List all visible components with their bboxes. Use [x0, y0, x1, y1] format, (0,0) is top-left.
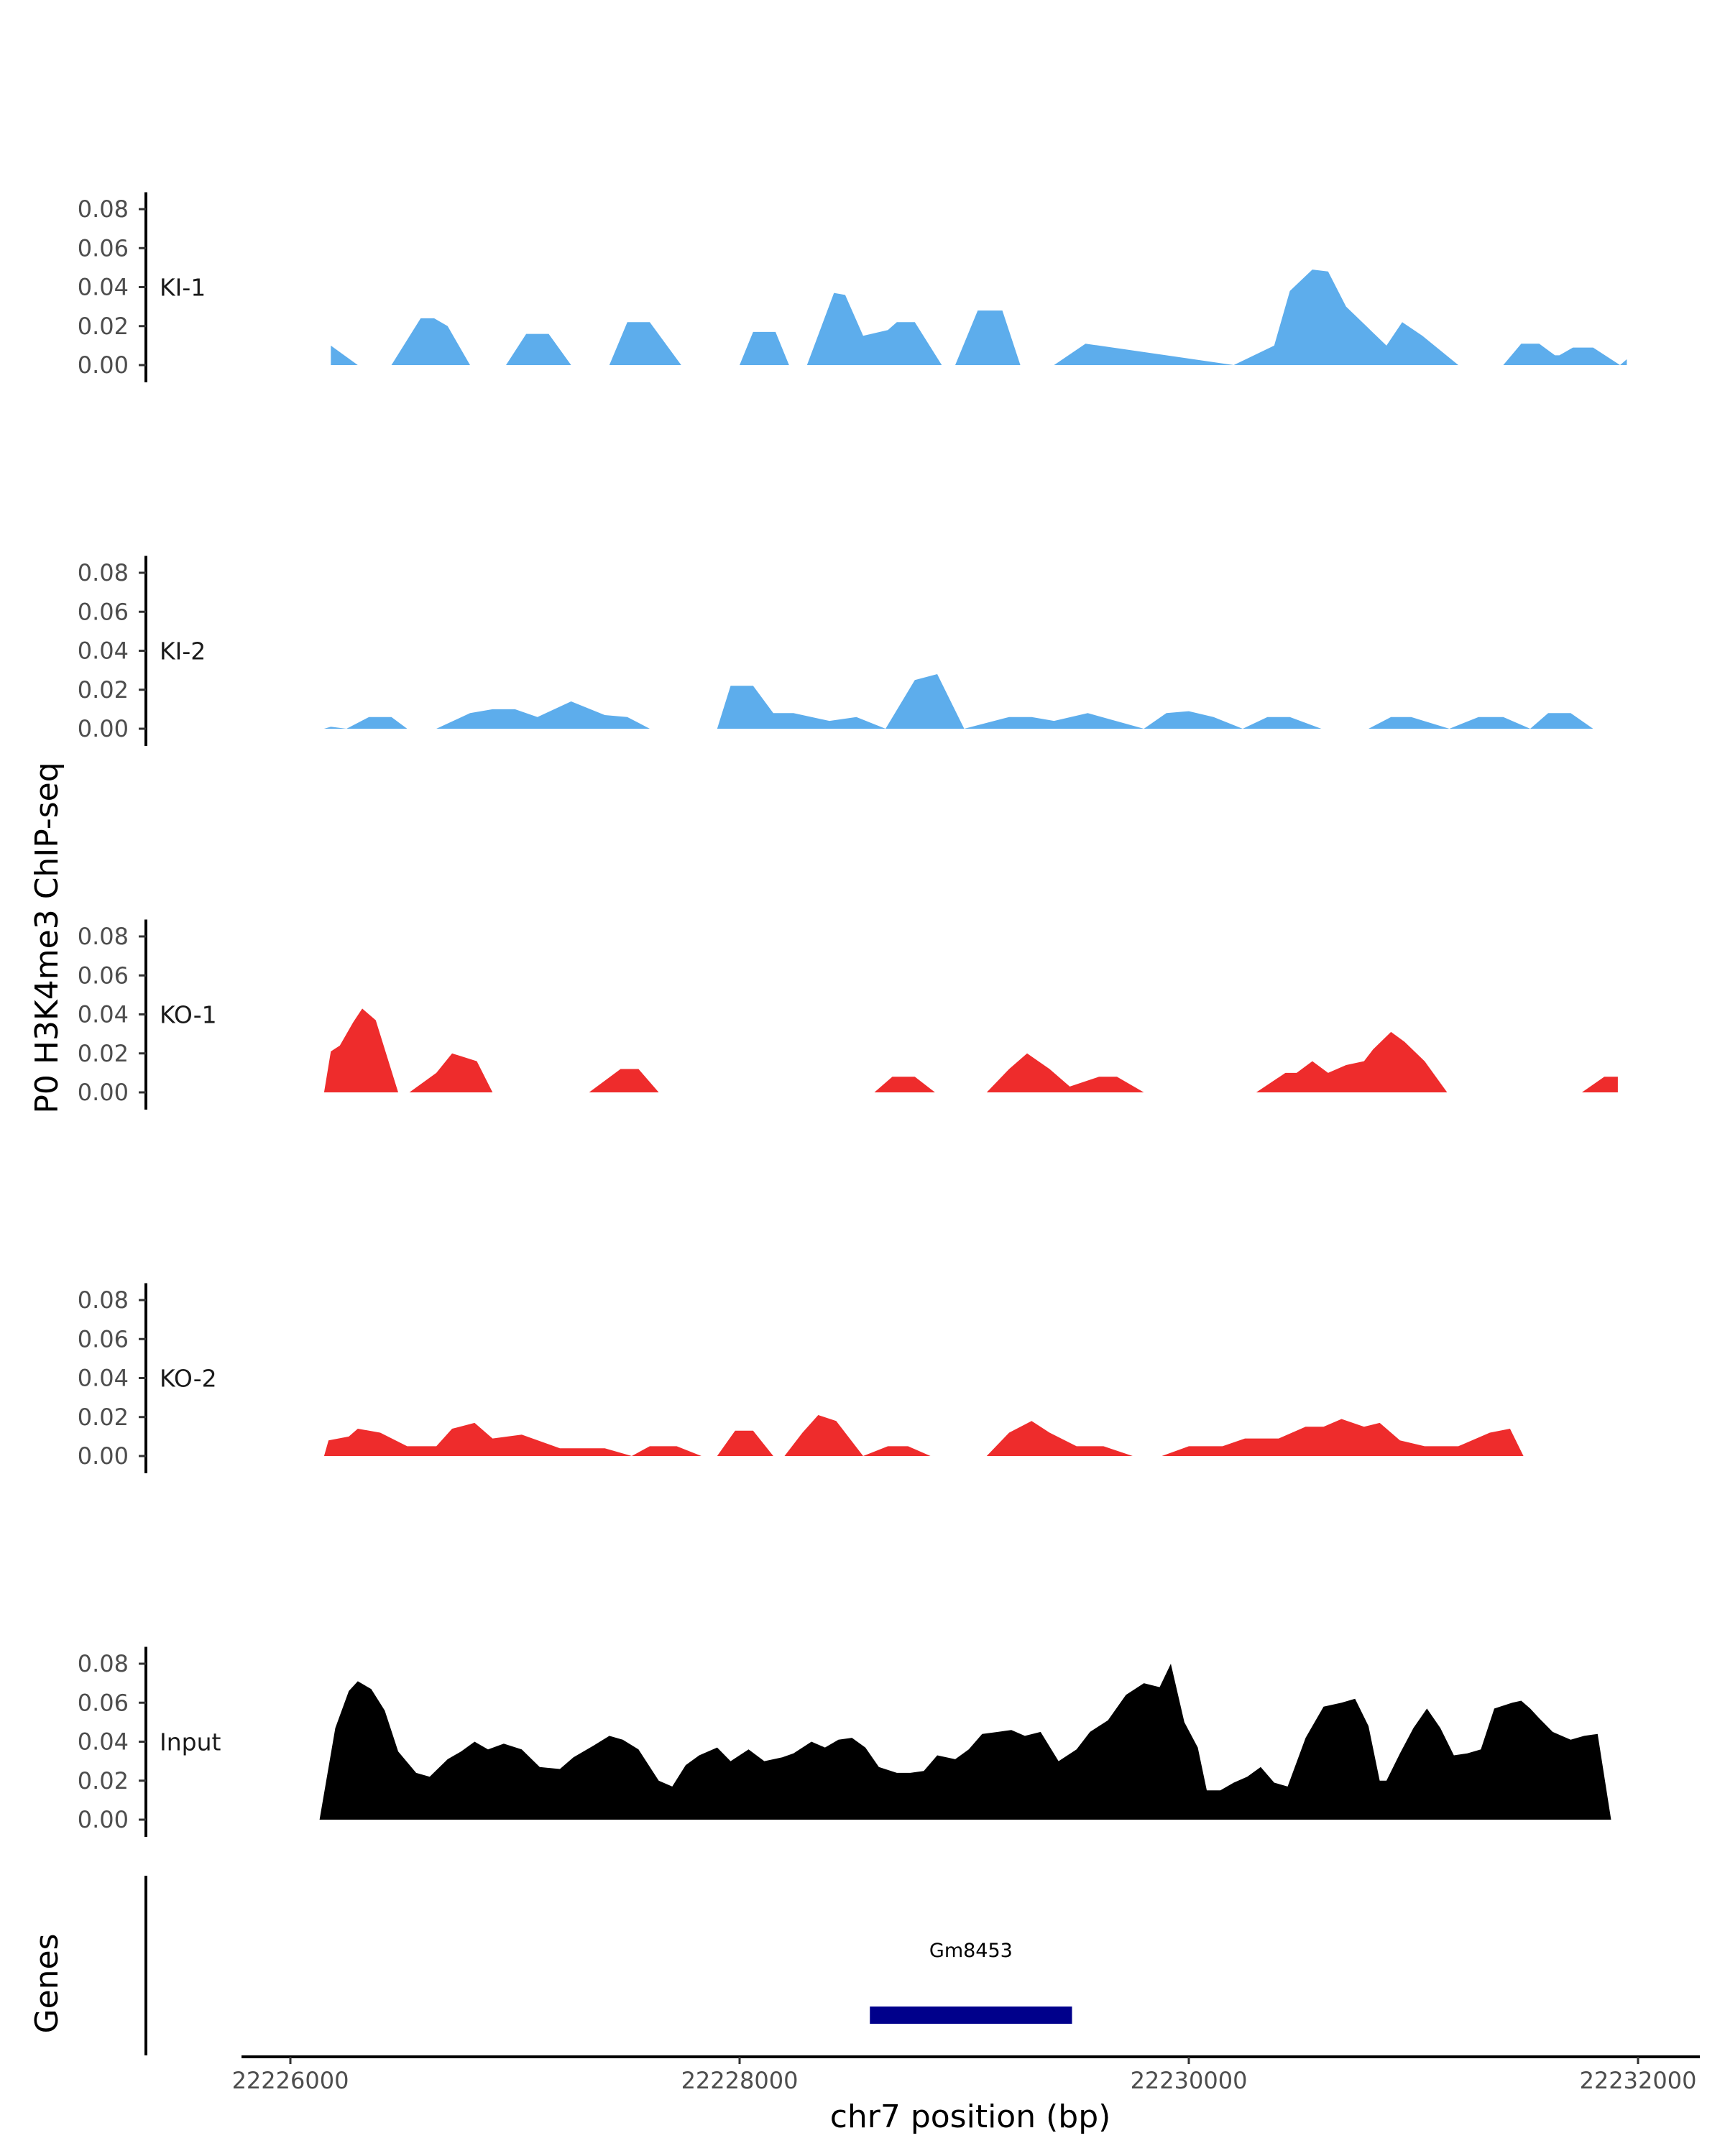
- y-tick-label: 0.08: [78, 195, 129, 223]
- signal-area-ki-2: [323, 674, 1611, 729]
- track-panel-ko-1: 0.00 0.02 0.04 0.06 0.08 KO-1: [78, 919, 1618, 1110]
- genes-track-label: Genes: [29, 1933, 65, 2033]
- signal-area-ki-1: [331, 270, 1627, 365]
- signal-area-ko-2: [323, 1415, 1524, 1456]
- track-panel-input: 0.00 0.02 0.04 0.06 0.08 Input: [78, 1646, 1614, 1837]
- genes-track: Genes Gm8453: [29, 1876, 1072, 2055]
- track-label-ko-2: KO-2: [160, 1365, 217, 1393]
- track-panel-ki-2: 0.00 0.02 0.04 0.06 0.08 KI-2: [78, 556, 1611, 746]
- y-tick-label: 0.04: [78, 1365, 129, 1392]
- y-tick-label: 0.06: [78, 234, 129, 262]
- y-tick-label: 0.00: [78, 1079, 129, 1106]
- x-tick-label: 22232000: [1580, 2067, 1697, 2094]
- y-tick-label: 0.06: [78, 598, 129, 625]
- x-tick-label: 22226000: [232, 2067, 349, 2094]
- track-label-input: Input: [160, 1728, 221, 1756]
- x-axis: 22226000 22228000 22230000 22232000 chr7 po…: [232, 2055, 1700, 2135]
- y-tick-label: 0.04: [78, 274, 129, 301]
- y-tick-label: 0.06: [78, 962, 129, 989]
- x-axis-ticks: 22226000 22228000 22230000 22232000: [232, 2057, 1697, 2094]
- track-label-ko-1: KO-1: [160, 1001, 217, 1029]
- y-tick-label: 0.00: [78, 715, 129, 742]
- x-tick-label: 22230000: [1131, 2067, 1248, 2094]
- y-tick-label: 0.08: [78, 1650, 129, 1677]
- y-tick-label: 0.02: [78, 1767, 129, 1795]
- y-tick-label: 0.08: [78, 923, 129, 950]
- track-label-ki-2: KI-2: [160, 637, 206, 665]
- y-tick-label: 0.00: [78, 1442, 129, 1470]
- y-tick-label: 0.04: [78, 637, 129, 665]
- gene-label: Gm8453: [929, 1940, 1013, 1962]
- x-tick-label: 22228000: [681, 2067, 799, 2094]
- y-tick-label: 0.02: [78, 676, 129, 704]
- y-axis-title: P0 H3K4me3 ChIP-seq: [29, 762, 65, 1113]
- y-tick-label: 0.02: [78, 1404, 129, 1431]
- y-tick-label: 0.08: [78, 1286, 129, 1314]
- y-tick-label: 0.08: [78, 559, 129, 586]
- signal-tracks: 0.00 0.02 0.04 0.06 0.08 KI-1 0.00 0.02 0.04 0.06…: [78, 192, 1627, 1837]
- y-tick-label: 0.04: [78, 1728, 129, 1756]
- track-panel-ki-1: 0.00 0.02 0.04 0.06 0.08 KI-1: [78, 192, 1627, 382]
- track-panel-ko-2: 0.00 0.02 0.04 0.06 0.08 KO-2: [78, 1283, 1524, 1473]
- track-label-ki-1: KI-1: [160, 274, 206, 302]
- gene-bar: [870, 2007, 1072, 2024]
- gene-marks: Gm8453: [870, 1940, 1072, 2024]
- y-tick-label: 0.04: [78, 1001, 129, 1028]
- y-tick-label: 0.00: [78, 351, 129, 379]
- y-tick-label: 0.00: [78, 1806, 129, 1833]
- y-tick-label: 0.02: [78, 1040, 129, 1067]
- signal-area-input: [319, 1664, 1614, 1820]
- signal-area-ko-1: [323, 1008, 1618, 1092]
- y-tick-label: 0.02: [78, 313, 129, 340]
- y-tick-label: 0.06: [78, 1689, 129, 1716]
- y-tick-label: 0.06: [78, 1325, 129, 1353]
- x-axis-title: chr7 position (bp): [830, 2099, 1111, 2135]
